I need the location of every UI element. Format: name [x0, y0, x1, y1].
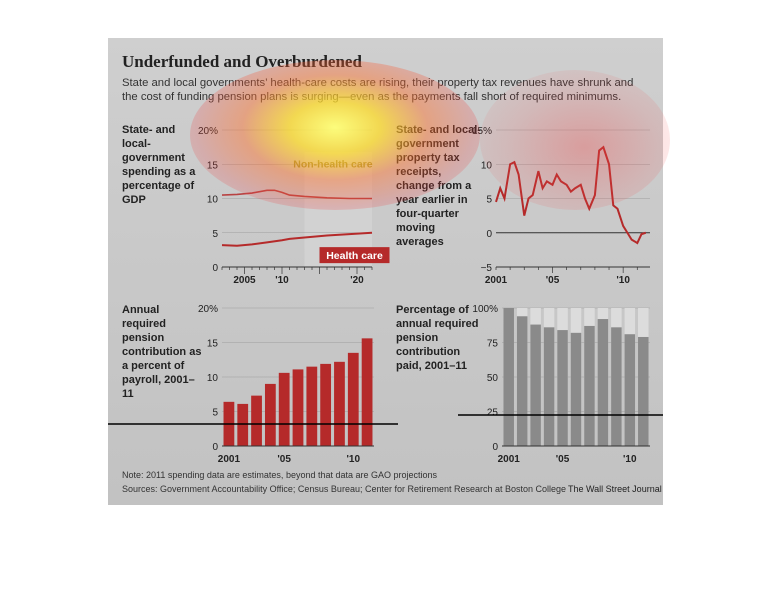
bar: [503, 308, 514, 446]
y-tick-label: 0: [486, 229, 492, 240]
chart4-title: Percentage of annual required pension co…: [396, 304, 479, 372]
y-tick-label: 75: [487, 339, 499, 350]
bar: [320, 363, 332, 446]
y-tick-label: 15: [207, 160, 219, 171]
x-tick-label: '10: [616, 275, 630, 286]
series-label-nonhealth: Non-health care: [293, 159, 373, 171]
bar: [597, 319, 609, 446]
bar: [264, 383, 276, 446]
series-line: [495, 145, 647, 245]
bar: [543, 327, 555, 446]
x-tick-label: 2001: [218, 454, 241, 465]
bar: [347, 352, 359, 446]
x-tick-label: '05: [556, 454, 570, 465]
bar: [306, 366, 318, 446]
x-tick-label: '10: [623, 454, 637, 465]
series-line: [221, 231, 373, 247]
x-tick-label: 2001: [485, 275, 508, 286]
bar: [334, 361, 345, 446]
y-tick-label: 20%: [198, 304, 218, 315]
x-tick-label: '05: [546, 275, 560, 286]
footer-note: Note: 2011 spending data are estimates, …: [122, 470, 438, 480]
x-tick-label: 2001: [498, 454, 521, 465]
y-tick-label: 5: [486, 195, 492, 206]
y-tick-label: 25: [487, 408, 499, 419]
bar: [611, 327, 622, 446]
series-label-health-bg: [319, 247, 390, 264]
y-tick-label: 10: [207, 373, 219, 384]
y-tick-label: 10: [481, 160, 493, 171]
chart3-title: Annual required pension contribution as …: [122, 304, 202, 400]
y-tick-label: 100%: [472, 304, 498, 315]
bar: [638, 336, 649, 446]
x-tick-label: '05: [277, 454, 291, 465]
y-tick-label: 5: [212, 408, 218, 419]
footer-brand: The Wall Street Journal: [568, 484, 662, 494]
bar: [557, 330, 568, 446]
y-tick-label: 0: [492, 442, 498, 453]
bar: [237, 403, 249, 446]
y-tick-label: 0: [212, 263, 218, 274]
x-tick-label: 2005: [233, 275, 256, 286]
bar: [278, 372, 290, 446]
x-tick-label: '10: [275, 275, 289, 286]
bar: [624, 334, 636, 446]
y-tick-label: 5: [212, 229, 218, 240]
y-tick-label: 20%: [198, 126, 218, 137]
x-tick-label: '20: [350, 275, 364, 286]
y-tick-label: 15%: [472, 126, 492, 137]
bar: [292, 369, 304, 446]
y-tick-label: 0: [212, 442, 218, 453]
bar: [570, 332, 582, 446]
y-tick-label: 10: [207, 195, 219, 206]
bar: [516, 316, 528, 446]
series-label-health: Health care: [326, 250, 383, 262]
bar: [530, 324, 541, 446]
y-tick-label: 15: [207, 339, 219, 350]
x-tick-label: '10: [347, 454, 361, 465]
y-tick-label: 50: [487, 373, 499, 384]
bar: [251, 395, 262, 446]
bar: [584, 325, 595, 446]
chart1-title: State- and local-government spending as …: [122, 124, 196, 206]
y-tick-label: −5: [481, 263, 493, 274]
bar: [361, 338, 373, 446]
footer-sources: Sources: Government Accountability Offic…: [122, 484, 567, 494]
